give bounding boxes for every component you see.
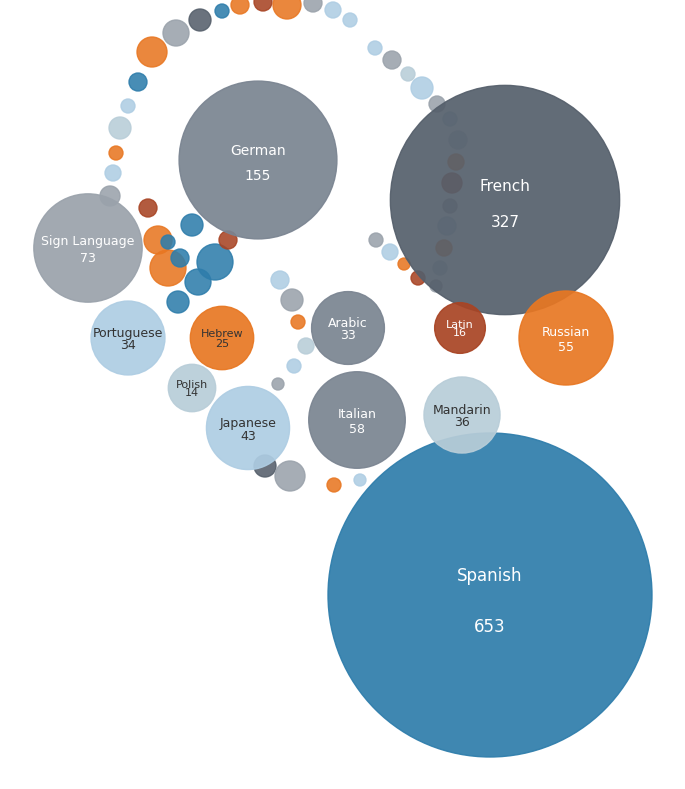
Circle shape	[325, 2, 341, 18]
Circle shape	[139, 199, 157, 217]
Circle shape	[424, 377, 500, 453]
Circle shape	[181, 214, 203, 236]
Circle shape	[100, 186, 120, 206]
Text: Portuguese: Portuguese	[92, 327, 163, 340]
Circle shape	[327, 478, 341, 492]
Circle shape	[519, 291, 613, 385]
Text: Polish: Polish	[176, 380, 208, 390]
Circle shape	[383, 51, 401, 69]
Text: 14: 14	[185, 387, 199, 398]
Circle shape	[206, 387, 290, 469]
Circle shape	[215, 4, 229, 18]
Circle shape	[254, 455, 276, 477]
Circle shape	[443, 199, 457, 213]
Circle shape	[161, 235, 175, 249]
Circle shape	[272, 378, 284, 390]
Circle shape	[436, 240, 452, 256]
Circle shape	[150, 250, 186, 286]
Text: 33: 33	[340, 329, 356, 342]
Text: Russian: Russian	[542, 326, 590, 338]
Text: Italian: Italian	[338, 408, 377, 421]
Circle shape	[171, 249, 189, 267]
Circle shape	[190, 306, 253, 370]
Circle shape	[438, 217, 456, 235]
Text: Arabic: Arabic	[328, 317, 368, 330]
Circle shape	[231, 0, 249, 14]
Circle shape	[179, 81, 337, 239]
Text: German: German	[230, 144, 286, 158]
Circle shape	[169, 365, 216, 412]
Text: 58: 58	[349, 423, 365, 436]
Text: 653: 653	[474, 619, 506, 637]
Text: 16: 16	[453, 328, 467, 338]
Circle shape	[254, 0, 272, 11]
Circle shape	[121, 99, 135, 113]
Text: 43: 43	[240, 430, 256, 443]
Circle shape	[105, 165, 121, 181]
Circle shape	[449, 131, 467, 149]
Circle shape	[433, 261, 447, 275]
Circle shape	[185, 269, 211, 295]
Circle shape	[309, 372, 406, 469]
Text: Hebrew: Hebrew	[201, 329, 243, 339]
Text: Spanish: Spanish	[458, 567, 523, 585]
Text: 73: 73	[80, 252, 96, 265]
Circle shape	[442, 173, 462, 193]
Circle shape	[144, 226, 172, 254]
Circle shape	[435, 303, 486, 353]
Circle shape	[291, 315, 305, 329]
Circle shape	[109, 146, 123, 160]
Circle shape	[304, 0, 322, 12]
Circle shape	[91, 301, 165, 375]
Circle shape	[163, 20, 189, 46]
Circle shape	[411, 77, 433, 99]
Circle shape	[197, 244, 233, 280]
Circle shape	[219, 231, 237, 249]
Text: 327: 327	[490, 215, 519, 230]
Text: 25: 25	[215, 339, 229, 350]
Text: 155: 155	[245, 169, 271, 183]
Circle shape	[312, 292, 384, 365]
Text: Sign Language: Sign Language	[41, 235, 135, 248]
Circle shape	[354, 474, 366, 486]
Circle shape	[429, 96, 445, 112]
Text: French: French	[479, 179, 530, 194]
Circle shape	[430, 280, 442, 292]
Text: Mandarin: Mandarin	[433, 404, 491, 417]
Circle shape	[411, 271, 425, 285]
Text: 36: 36	[454, 416, 470, 429]
Text: 34: 34	[120, 339, 136, 352]
Circle shape	[448, 154, 464, 170]
Circle shape	[328, 433, 652, 757]
Text: Latin: Latin	[446, 320, 474, 330]
Circle shape	[129, 73, 147, 91]
Circle shape	[189, 9, 211, 31]
Circle shape	[298, 338, 314, 354]
Circle shape	[368, 41, 382, 55]
Circle shape	[398, 258, 410, 270]
Circle shape	[401, 67, 415, 81]
Circle shape	[369, 233, 383, 247]
Text: Japanese: Japanese	[220, 417, 277, 429]
Circle shape	[287, 359, 301, 373]
Circle shape	[443, 112, 457, 126]
Circle shape	[271, 271, 289, 289]
Circle shape	[275, 461, 305, 491]
Circle shape	[109, 117, 131, 139]
Circle shape	[390, 85, 620, 315]
Circle shape	[281, 289, 303, 311]
Circle shape	[343, 13, 357, 27]
Circle shape	[167, 291, 189, 313]
Circle shape	[34, 194, 142, 302]
Text: 55: 55	[558, 341, 574, 354]
Circle shape	[273, 0, 301, 19]
Circle shape	[382, 244, 398, 260]
Circle shape	[137, 37, 167, 67]
